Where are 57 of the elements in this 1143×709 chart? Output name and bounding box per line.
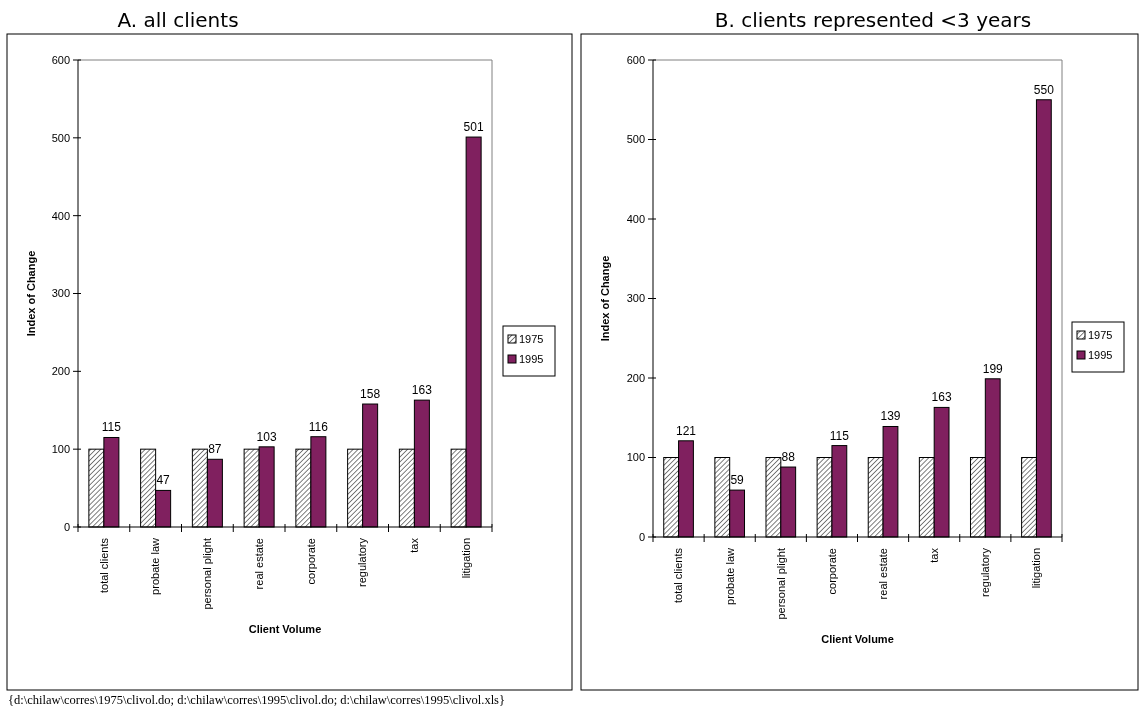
data-label: 116 <box>308 419 329 434</box>
y-tick-label: 200 <box>51 365 70 378</box>
y-tick-label: 0 <box>63 520 70 533</box>
text: {d:\chilaw\corres\1975\clivol.do; d:\chilaw\corres\1995\clivol.do; d:\chilaw\corres\1995\clivol.xls} <box>8 693 505 707</box>
x-tick-label: probate law <box>723 547 736 605</box>
y-tick-label: 600 <box>51 53 70 66</box>
y-axis-title: Index of Change <box>25 250 37 337</box>
data-label: 115 <box>829 428 850 443</box>
y-tick-label: 500 <box>51 131 70 144</box>
data-label: 550 <box>1033 82 1055 97</box>
y-tick-label: 200 <box>626 371 645 384</box>
x-tick-label: regulatory <box>356 537 369 587</box>
data-label: 199 <box>982 361 1004 376</box>
chart-title: A. all clients <box>117 8 239 32</box>
x-axis-title: Client Volume <box>821 633 894 645</box>
legend-label: 1995 <box>1088 348 1113 361</box>
y-tick-label: 0 <box>638 530 645 543</box>
x-tick-label: real estate <box>252 538 265 590</box>
x-tick-label: personal plight <box>201 538 214 610</box>
y-tick-label: 500 <box>626 133 645 146</box>
legend-label: 1975 <box>519 332 544 345</box>
y-tick-label: 300 <box>51 287 70 300</box>
legend-label: 1995 <box>519 352 544 365</box>
x-tick-label: litigation <box>1030 548 1043 589</box>
data-label: 103 <box>256 429 277 444</box>
data-label: 139 <box>880 409 901 424</box>
data-label: 163 <box>931 390 952 405</box>
x-tick-label: real estate <box>876 548 889 600</box>
x-tick-label: corporate <box>825 548 838 595</box>
data-label: 47 <box>156 473 171 488</box>
y-tick-label: 400 <box>626 212 645 225</box>
x-tick-label: probate law <box>149 537 162 595</box>
x-tick-label: total clients <box>672 547 685 604</box>
x-tick-label: regulatory <box>979 547 992 597</box>
x-tick-label: tax <box>408 537 421 553</box>
data-label: 59 <box>730 473 745 488</box>
y-axis-title: Index of Change <box>599 255 611 342</box>
data-label: 115 <box>101 420 122 435</box>
data-label: 88 <box>781 450 796 465</box>
data-label: 501 <box>463 120 484 135</box>
data-label: 163 <box>411 383 433 398</box>
x-tick-label: corporate <box>304 538 317 585</box>
y-tick-label: 300 <box>626 292 645 305</box>
x-tick-label: tax <box>928 547 941 563</box>
x-axis-title: Client Volume <box>248 623 322 635</box>
data-label: 121 <box>675 423 697 438</box>
y-tick-label: 600 <box>626 53 645 66</box>
x-tick-label: litigation <box>459 538 472 579</box>
data-label: 87 <box>208 442 222 457</box>
data-label: 158 <box>360 387 381 402</box>
legend-label: 1975 <box>1088 328 1113 341</box>
x-tick-label: total clients <box>97 537 110 594</box>
y-tick-label: 100 <box>51 443 70 456</box>
y-tick-label: 100 <box>626 451 645 464</box>
y-tick-label: 400 <box>51 209 70 222</box>
x-tick-label: personal plight <box>774 548 787 620</box>
chart-title: B. clients represented <3 years <box>714 8 1032 32</box>
